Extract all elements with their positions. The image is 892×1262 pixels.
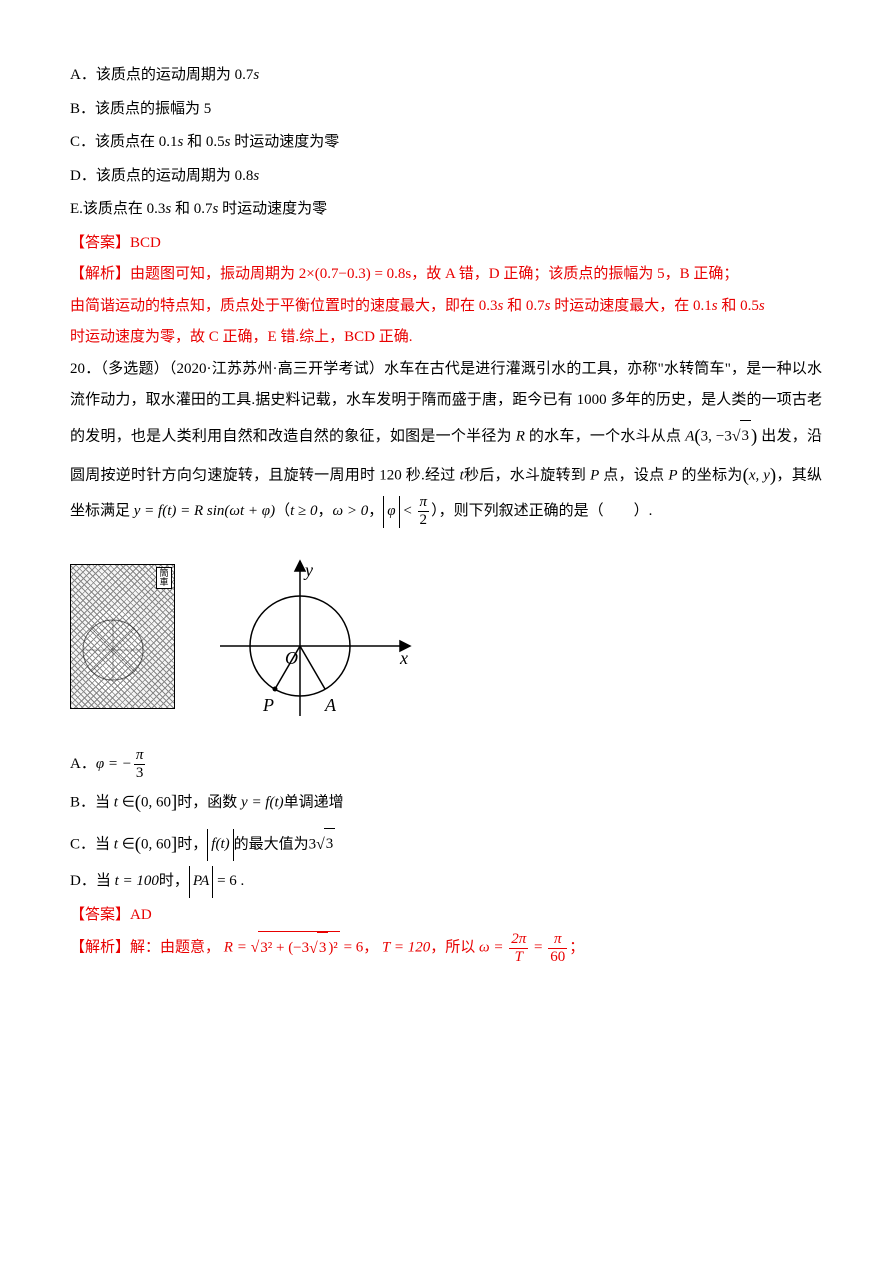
q20-opt-d: D．当 t = 100时，PA = 6 . (70, 866, 822, 898)
text: C．该质点在 0.1 (70, 134, 178, 150)
coordinate-diagram: y x O P A (205, 546, 425, 726)
q19-opt-e: E.该质点在 0.3s 和 0.7s 时运动速度为零 (70, 194, 822, 226)
q19-opt-b: B．该质点的振幅为 5 (70, 94, 822, 126)
frac-pi-2: π2 (418, 495, 430, 528)
q19-explanation-3: 时运动速度为零，故 C 正确，E 错.综上，BCD 正确. (70, 322, 822, 354)
svg-text:x: x (399, 648, 408, 668)
q19-answer: 【答案】BCD (70, 228, 822, 260)
sqrt: 3 (732, 420, 751, 453)
q20-opt-a: A．φ = −π3 (70, 748, 822, 781)
unit: s (253, 67, 259, 83)
abs-phi: φ (383, 496, 399, 528)
svg-text:A: A (324, 695, 337, 715)
q20-opt-b: B．当 t ∈(0, 60]时，函数 y = f(t)单调递增 (70, 783, 822, 822)
text: A．该质点的运动周期为 0.7 (70, 67, 253, 83)
q20-explanation: 【解析】解：由题意， R = 3² + (−33)² = 6， T = 120，… (70, 931, 822, 965)
svg-text:P: P (262, 695, 274, 715)
q19-opt-a: A．该质点的运动周期为 0.7s (70, 60, 822, 92)
svg-text:y: y (303, 560, 313, 580)
q20-stem: 20．（多选题）（2020·江苏苏州·高三开学考试）水车在古代是进行灌溉引水的工… (70, 354, 822, 529)
svg-text:O: O (285, 648, 298, 668)
ancient-illustration: 簡車 (70, 564, 175, 709)
q19-opt-d: D．该质点的运动周期为 0.8s (70, 161, 822, 193)
q19-opt-c: C．该质点在 0.1s 和 0.5s 时运动速度为零 (70, 127, 822, 159)
q20-figures: 簡車 y x O P A (70, 546, 822, 726)
q19-explanation-1: 【解析】由题图可知，振动周期为 2×(0.7−0.3) = 0.8s，故 A 错… (70, 259, 822, 291)
q20-opt-c: C．当 t ∈(0, 60]时，f(t)的最大值为33 (70, 825, 822, 864)
q19-explanation-2: 由简谐运动的特点知，质点处于平衡位置时的速度最大，即在 0.3s 和 0.7s … (70, 291, 822, 323)
q20-answer: 【答案】AD (70, 900, 822, 932)
